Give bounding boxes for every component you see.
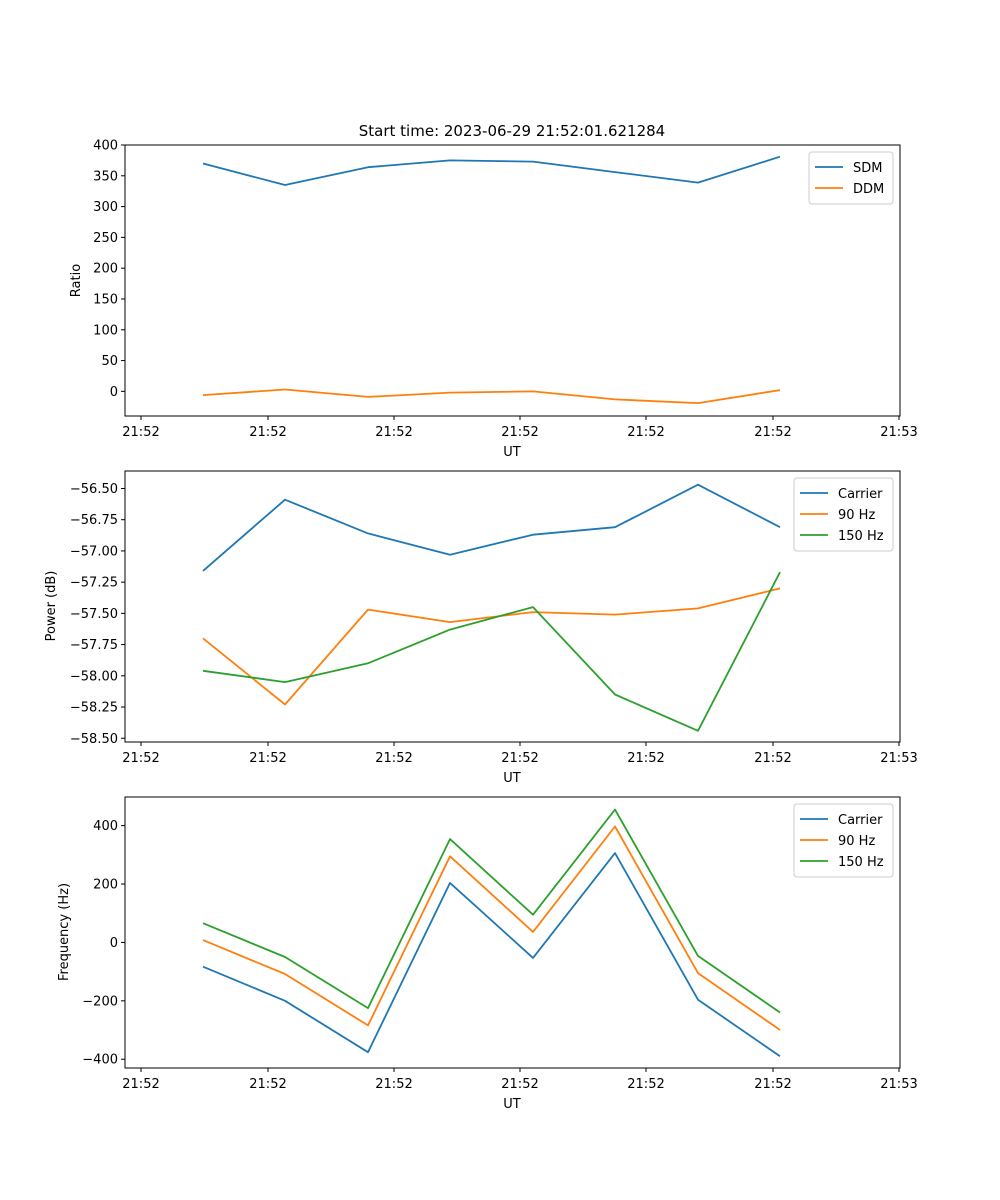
power-series-150-hz — [202, 571, 781, 732]
power-y-tick-label: −58.50 — [70, 732, 118, 747]
frequency-y-tick-label: 200 — [93, 878, 118, 893]
frequency-x-tick-label: 21:52 — [501, 1077, 538, 1092]
power-y-tick-label: −56.75 — [70, 513, 118, 528]
frequency-legend-label: 90 Hz — [838, 834, 875, 849]
ratio-x-tick-label: 21:53 — [880, 425, 917, 440]
ratio-axes-frame — [124, 144, 901, 417]
frequency-legend: Carrier 90 Hz 150 Hz — [793, 803, 894, 878]
ratio-y-tick-label: 250 — [93, 231, 118, 246]
frequency-y-axis-label: Frequency (Hz) — [57, 883, 72, 981]
power-series-carrier — [202, 483, 781, 572]
ratio-y-tick-label: 50 — [101, 354, 118, 369]
ratio-x-tick-label: 21:52 — [627, 425, 664, 440]
subplot-frequency: Frequency (Hz) UT 21:52 21:52 21:52 21:52 21… — [57, 796, 918, 1112]
frequency-x-tick-label: 21:52 — [627, 1077, 664, 1092]
ratio-legend: SDM DDM — [808, 151, 894, 205]
subplot-power: Power (dB) UT 21:52 21:52 21:52 21:52 21:52 2… — [44, 470, 918, 786]
ratio-legend-box — [808, 151, 894, 205]
frequency-axes-frame — [124, 796, 901, 1069]
frequency-x-tick-label: 21:52 — [122, 1077, 159, 1092]
ratio-x-tick-label: 21:52 — [122, 425, 159, 440]
power-axes-frame — [124, 470, 901, 743]
power-x-tick-label: 21:53 — [880, 751, 917, 766]
frequency-x-tick-label: 21:52 — [754, 1077, 791, 1092]
power-legend-label: Carrier — [838, 487, 883, 502]
ratio-series-ddm — [202, 388, 781, 405]
power-x-tick-label: 21:52 — [122, 751, 159, 766]
frequency-y-tick-label: 0 — [110, 936, 118, 951]
figure-title: Start time: 2023-06-29 21:52:01.621284 — [359, 122, 665, 140]
power-series-90-hz — [202, 587, 781, 706]
frequency-y-tick-label: 400 — [93, 819, 118, 834]
power-x-axis-label: UT — [503, 771, 521, 786]
ratio-x-tick-label: 21:52 — [375, 425, 412, 440]
power-y-tick-label: −57.00 — [70, 544, 118, 559]
ratio-y-tick-label: 350 — [93, 169, 118, 184]
ratio-y-tick-label: 200 — [93, 262, 118, 277]
frequency-series-150-hz — [202, 808, 781, 1014]
power-y-tick-label: −57.75 — [70, 638, 118, 653]
power-legend: Carrier 90 Hz 150 Hz — [793, 477, 894, 552]
power-x-tick-label: 21:52 — [627, 751, 664, 766]
frequency-series-carrier — [202, 852, 781, 1058]
frequency-series-90-hz — [202, 825, 781, 1031]
ratio-y-axis-label: Ratio — [69, 264, 84, 297]
ratio-y-tick-label: 400 — [93, 139, 118, 154]
frequency-y-tick-label: −400 — [82, 1053, 118, 1068]
power-x-tick-label: 21:52 — [249, 751, 286, 766]
ratio-y-tick-label: 150 — [93, 292, 118, 307]
power-y-tick-label: −57.50 — [70, 607, 118, 622]
frequency-legend-label: Carrier — [838, 813, 883, 828]
frequency-y-tick-label: −200 — [82, 994, 118, 1009]
frequency-legend-label: 150 Hz — [838, 855, 884, 870]
frequency-x-tick-label: 21:52 — [375, 1077, 412, 1092]
subplot-ratio: Ratio UT 21:52 21:52 21:52 21:52 21:52 21:52 2… — [69, 139, 918, 461]
ratio-x-tick-label: 21:52 — [249, 425, 286, 440]
power-legend-label: 150 Hz — [838, 529, 884, 544]
frequency-legend-box — [793, 803, 894, 878]
power-y-tick-label: −56.50 — [70, 482, 118, 497]
ratio-legend-label: SDM — [853, 161, 882, 176]
ratio-y-tick-label: 0 — [110, 385, 118, 400]
frequency-x-tick-label: 21:52 — [249, 1077, 286, 1092]
ratio-series-sdm — [202, 155, 781, 186]
power-legend-box — [793, 477, 894, 552]
ratio-x-axis-label: UT — [503, 445, 521, 460]
power-x-tick-label: 21:52 — [375, 751, 412, 766]
power-x-tick-label: 21:52 — [501, 751, 538, 766]
power-y-tick-label: −57.25 — [70, 576, 118, 591]
ratio-legend-label: DDM — [853, 182, 884, 197]
ratio-y-tick-label: 300 — [93, 200, 118, 215]
power-legend-label: 90 Hz — [838, 508, 875, 523]
power-y-tick-label: −58.00 — [70, 669, 118, 684]
ratio-x-tick-label: 21:52 — [754, 425, 791, 440]
ratio-y-tick-label: 100 — [93, 323, 118, 338]
frequency-x-tick-label: 21:53 — [880, 1077, 917, 1092]
frequency-x-axis-label: UT — [503, 1097, 521, 1112]
power-y-tick-label: −58.25 — [70, 701, 118, 716]
power-x-tick-label: 21:52 — [754, 751, 791, 766]
power-y-axis-label: Power (dB) — [44, 571, 59, 642]
ratio-x-tick-label: 21:52 — [501, 425, 538, 440]
